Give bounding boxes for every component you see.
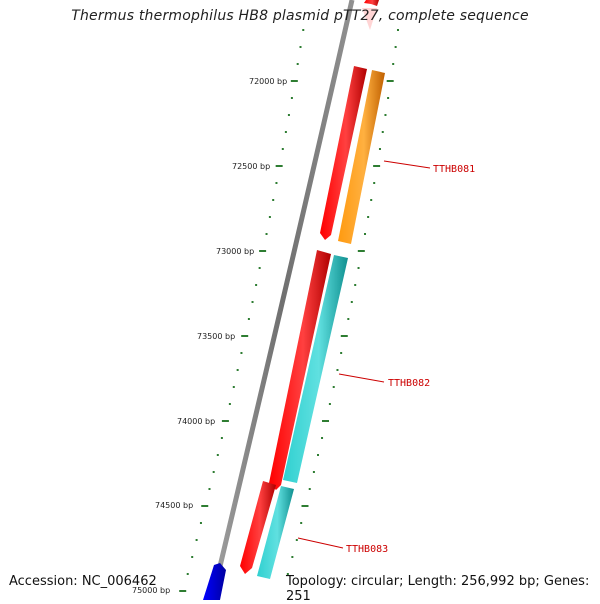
outer-major-tick xyxy=(386,80,394,82)
outer-minor-tick xyxy=(354,284,357,286)
ruler-minor-tick xyxy=(272,199,275,201)
ruler-minor-tick xyxy=(236,369,239,371)
ruler-minor-tick xyxy=(284,131,287,133)
gene-top-partial[interactable] xyxy=(362,8,377,30)
ruler-minor-tick xyxy=(195,539,198,541)
ruler-minor-tick xyxy=(216,454,219,456)
outer-minor-tick xyxy=(387,97,390,99)
ruler-minor-tick xyxy=(186,573,189,575)
outer-major-tick xyxy=(301,505,309,507)
gene-label-tthb083[interactable]: TTHB083 xyxy=(346,544,388,555)
cds-top-partial[interactable] xyxy=(364,0,379,6)
tick-label-74500: 74500 bp xyxy=(155,501,193,510)
cds-tthb081[interactable] xyxy=(320,66,367,240)
outer-minor-tick xyxy=(312,471,315,473)
ruler-major-tick xyxy=(241,335,249,337)
ruler-minor-tick xyxy=(247,318,250,320)
tick-labels: 72000 bp 72500 bp 73000 bp 73500 bp 7400… xyxy=(132,77,287,595)
outer-minor-tick xyxy=(364,233,367,235)
gene-labels: TTHB081 TTHB082 TTHB083 xyxy=(346,164,475,555)
leader-tthb083 xyxy=(297,537,344,549)
outer-major-tick xyxy=(357,250,365,252)
outer-minor-tick xyxy=(321,437,324,439)
cds-tthb083[interactable] xyxy=(240,481,276,574)
outer-minor-tick xyxy=(396,29,399,31)
outer-minor-tick xyxy=(370,199,373,201)
map-title: Thermus thermophilus HB8 plasmid pTT27, … xyxy=(71,8,529,24)
ruler-minor-tick xyxy=(302,29,305,31)
cds-features xyxy=(240,0,379,574)
ruler-minor-tick xyxy=(191,556,194,558)
ruler-minor-tick xyxy=(281,148,284,150)
gene-tthb083[interactable] xyxy=(257,486,294,579)
outer-minor-tick xyxy=(367,216,370,218)
outer-minor-tick xyxy=(332,386,335,388)
outer-major-tick xyxy=(340,335,348,337)
ruler-minor-tick xyxy=(255,284,258,286)
ruler-minor-tick xyxy=(228,403,231,405)
gene-tthb082[interactable] xyxy=(283,255,348,483)
tick-label-72000: 72000 bp xyxy=(249,77,287,86)
outer-minor-tick xyxy=(300,522,303,524)
outer-minor-tick xyxy=(328,403,331,405)
outer-minor-tick xyxy=(286,573,289,575)
outer-minor-tick xyxy=(394,46,397,48)
ruler-major-tick xyxy=(221,420,229,422)
ruler-minor-tick xyxy=(251,301,254,303)
ruler-major-tick xyxy=(201,505,209,507)
outer-minor-tick xyxy=(357,267,360,269)
ruler-minor-tick xyxy=(232,386,235,388)
tick-ruler xyxy=(179,29,399,592)
ruler-major-tick xyxy=(275,165,283,167)
outer-major-tick xyxy=(373,165,381,167)
tick-label-75000: 75000 bp xyxy=(132,586,170,595)
ruler-major-tick xyxy=(259,250,267,252)
outer-minor-tick xyxy=(381,131,384,133)
leader-tthb082 xyxy=(338,373,385,383)
outer-major-tick xyxy=(322,420,330,422)
gene-label-tthb082[interactable]: TTHB082 xyxy=(388,378,430,389)
ruler-minor-tick xyxy=(208,488,211,490)
outer-minor-tick xyxy=(384,114,387,116)
outer-minor-tick xyxy=(317,454,320,456)
ruler-minor-tick xyxy=(220,437,223,439)
ruler-minor-tick xyxy=(240,352,243,354)
ruler-major-tick xyxy=(290,80,298,82)
gene-features xyxy=(203,8,385,600)
ruler-minor-tick xyxy=(199,522,202,524)
sequence-backbone xyxy=(209,0,355,600)
ruler-minor-tick xyxy=(258,267,261,269)
cds-tthb082[interactable] xyxy=(269,250,331,490)
outer-minor-tick xyxy=(291,556,294,558)
outer-minor-tick xyxy=(336,369,339,371)
gene-label-tthb081[interactable]: TTHB081 xyxy=(433,164,475,175)
ruler-minor-tick xyxy=(265,233,268,235)
ruler-minor-tick xyxy=(268,216,271,218)
gene-tthb081[interactable] xyxy=(338,70,385,244)
tick-label-73000: 73000 bp xyxy=(216,247,254,256)
gene-label-leaders xyxy=(297,160,431,549)
leader-tthb081 xyxy=(383,160,431,169)
ruler-major-tick xyxy=(179,590,187,592)
outer-minor-tick xyxy=(392,63,395,65)
outer-minor-tick xyxy=(347,318,350,320)
accession-text: Accession: NC_006462 xyxy=(9,574,157,589)
tick-label-72500: 72500 bp xyxy=(232,162,270,171)
outer-minor-tick xyxy=(295,539,298,541)
gene-blue-partial[interactable] xyxy=(203,563,226,600)
ruler-minor-tick xyxy=(299,46,302,48)
ruler-minor-tick xyxy=(296,63,299,65)
ruler-minor-tick xyxy=(287,114,290,116)
outer-minor-tick xyxy=(308,488,311,490)
tick-label-73500: 73500 bp xyxy=(197,332,235,341)
outer-minor-tick xyxy=(378,148,381,150)
ruler-minor-tick xyxy=(275,182,278,184)
tick-label-74000: 74000 bp xyxy=(177,417,215,426)
outer-minor-tick xyxy=(373,182,376,184)
outer-minor-tick xyxy=(350,301,353,303)
ruler-minor-tick xyxy=(290,97,293,99)
outer-minor-tick xyxy=(340,352,343,354)
ruler-minor-tick xyxy=(212,471,215,473)
